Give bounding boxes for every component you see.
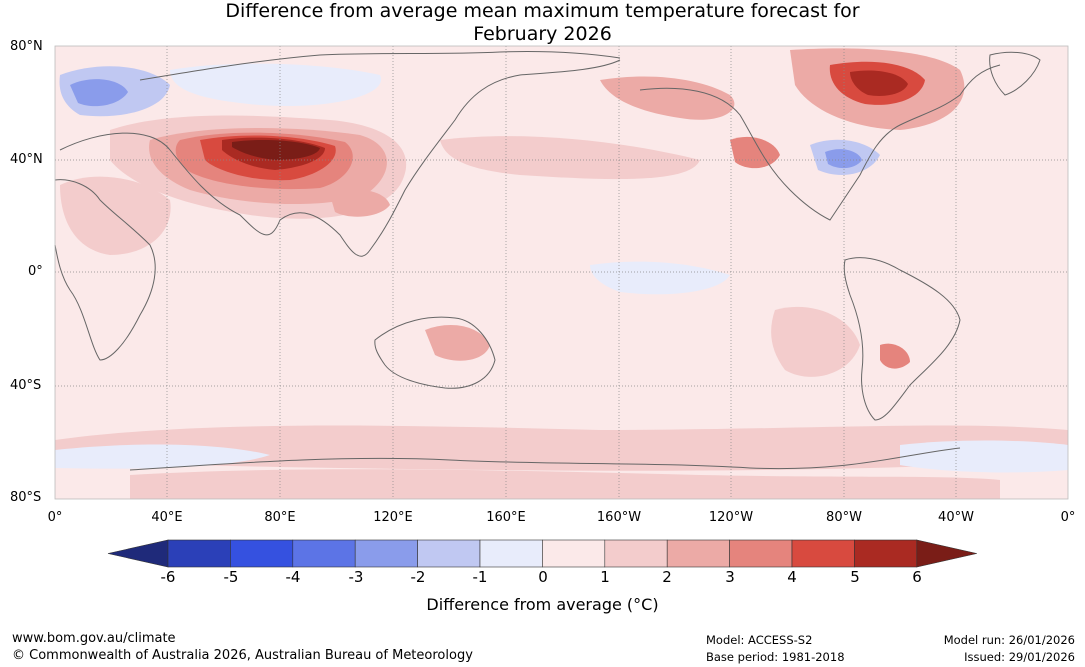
colorbar-swatch (167, 539, 231, 568)
anomaly-region-siberia (170, 63, 382, 106)
colorbar-extend-low (107, 539, 169, 568)
colorbar-swatch (417, 539, 481, 568)
colorbar-swatch (292, 539, 356, 568)
colorbar-tick: 1 (600, 568, 610, 586)
lon-label-160w: 160°W (596, 510, 642, 525)
map-border (54, 45, 1069, 500)
lon-label-80w: 80°W (826, 510, 862, 525)
graticule (55, 46, 1068, 499)
colorbar-extend-high (916, 539, 977, 568)
anomaly-region-tropical-pacific (590, 261, 730, 295)
colorbar-tick: -1 (472, 568, 488, 586)
colorbar-swatch (791, 539, 855, 568)
title-line-1: Difference from average mean maximum tem… (225, 0, 860, 22)
footer-base-period: Base period: 1981-2018 (706, 650, 845, 664)
colorbar-title: Difference from average (°C) (426, 595, 659, 614)
colorbar-swatch (230, 539, 294, 568)
lat-label-80n: 80°N (10, 39, 43, 54)
lon-label-160e: 160°E (486, 510, 526, 525)
lon-label-120w: 120°W (708, 510, 754, 525)
anomaly-region-antarctica (130, 469, 1000, 499)
colorbar-tick: 0 (538, 568, 548, 586)
anomaly-region-south-america (880, 343, 910, 369)
footer-copyright: © Commonwealth of Australia 2026, Austra… (12, 648, 473, 663)
anomaly-region-alaska (600, 76, 735, 120)
colorbar-tick: 2 (662, 568, 672, 586)
colorbar-tick: -5 (223, 568, 239, 586)
coast-greenland (989, 51, 1041, 96)
coast-eurasia (59, 59, 621, 257)
colorbar-tick: -6 (160, 568, 176, 586)
colorbar-tick: 4 (787, 568, 797, 586)
anomaly-region-south-pacific (771, 306, 860, 377)
lon-label-40w: 40°W (938, 510, 974, 525)
lat-label-40s: 40°S (10, 378, 42, 393)
colorbar-tick: 6 (912, 568, 922, 586)
coast-siberia (139, 51, 621, 81)
footer-website: www.bom.gov.au/climate (12, 631, 176, 646)
colorbar-swatch (854, 539, 918, 568)
colorbar-swatch (542, 539, 606, 568)
colorbar-tick: -2 (410, 568, 426, 586)
map-field (55, 46, 1068, 499)
lat-label-40n: 40°N (10, 152, 43, 167)
anomaly-region-southern-ocean-cool (55, 444, 270, 469)
lon-label-0-right: 0° (1060, 510, 1076, 525)
colorbar-tick: 5 (850, 568, 860, 586)
colorbar-tick: 3 (725, 568, 735, 586)
footer-issued: Issued: 29/01/2026 (964, 650, 1075, 664)
colorbar-tick: -3 (348, 568, 364, 586)
lon-label-0-left: 0° (47, 510, 63, 525)
lon-label-40e: 40°E (151, 510, 183, 525)
colorbar (107, 539, 977, 568)
lat-label-80s: 80°S (10, 490, 42, 505)
coast-north-america (639, 64, 1001, 221)
coast-south-america (843, 257, 961, 421)
anomaly-region-tibet-core (232, 140, 320, 160)
anomaly-region-north-pacific (440, 136, 700, 180)
colorbar-swatch (666, 539, 730, 568)
coast-africa (54, 179, 156, 361)
anomaly-region-east-us-core (825, 149, 862, 169)
colorbar-swatch (729, 539, 793, 568)
anomaly-region-australia (425, 325, 490, 361)
lon-label-120e: 120°E (373, 510, 413, 525)
colorbar-tick: -4 (285, 568, 301, 586)
colorbar-swatch (479, 539, 543, 568)
chart-title: Difference from average mean maximum tem… (0, 0, 1085, 46)
coastlines (54, 51, 1041, 471)
coast-australia (374, 316, 496, 389)
title-line-2: February 2026 (473, 23, 612, 45)
lon-label-80e: 80°E (264, 510, 296, 525)
anomaly-region-middle-east (60, 176, 171, 255)
colorbar-swatch (354, 539, 418, 568)
coast-antarctica (129, 447, 961, 471)
anomaly-region-south-china (330, 189, 390, 217)
footer-model-run: Model run: 26/01/2026 (943, 633, 1075, 647)
anomaly-region-canada-peak (850, 70, 908, 96)
lat-label-equator: 0° (28, 264, 43, 279)
anomaly-region-scandinavia-core (70, 79, 128, 107)
anomaly-region-south-atlantic-cool (900, 440, 1068, 473)
footer-model: Model: ACCESS-S2 (706, 633, 813, 647)
colorbar-swatch (604, 539, 668, 568)
